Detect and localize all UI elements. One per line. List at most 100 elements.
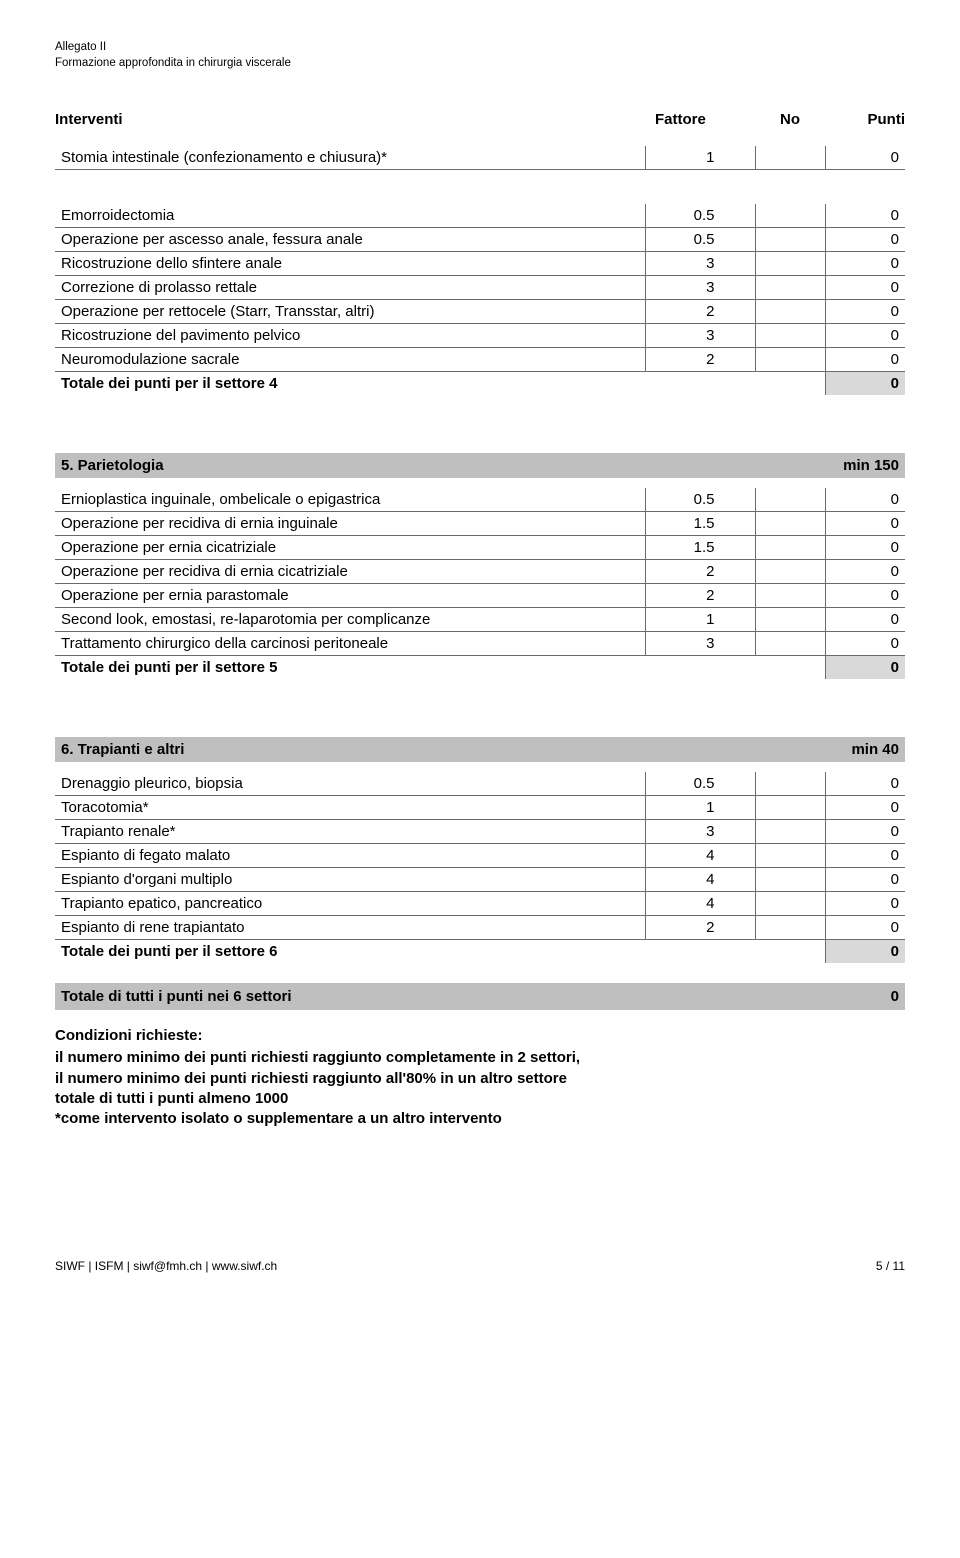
row-fattore: 0.5 (645, 488, 755, 512)
col-interventi: Interventi (55, 111, 655, 128)
row-punti: 0 (825, 228, 905, 252)
section5-min: min 150 (765, 453, 905, 478)
row-label: Operazione per recidiva di ernia inguina… (55, 512, 645, 536)
row-no (755, 892, 825, 916)
row-fattore: 2 (645, 560, 755, 584)
row-punti: 0 (825, 488, 905, 512)
row-fattore: 1.5 (645, 536, 755, 560)
row-no (755, 228, 825, 252)
row-no (755, 276, 825, 300)
condition-line: il numero minimo dei punti richiesti rag… (55, 1069, 905, 1089)
footer-left: SIWF | ISFM | siwf@fmh.ch | www.siwf.ch (55, 1259, 277, 1273)
table-row: Operazione per ascesso anale, fessura an… (55, 228, 905, 252)
grand-total-value: 0 (825, 983, 905, 1010)
conditions-title: Condizioni richieste: (55, 1026, 905, 1046)
row-fattore: 0.5 (645, 772, 755, 796)
row-label: Neuromodulazione sacrale (55, 348, 645, 372)
row-punti: 0 (825, 632, 905, 656)
row-fattore: 3 (645, 252, 755, 276)
table-row: Trapianto renale*30 (55, 820, 905, 844)
row-label: Operazione per recidiva di ernia cicatri… (55, 560, 645, 584)
row-fattore: 0.5 (645, 228, 755, 252)
row-label: Ernioplastica inguinale, ombelicale o ep… (55, 488, 645, 512)
row-no (755, 560, 825, 584)
row-fattore: 3 (645, 276, 755, 300)
row-label: Espianto di rene trapiantato (55, 916, 645, 940)
total-row: Totale dei punti per il settore 6 0 (55, 940, 905, 964)
table-settore4: Emorroidectomia0.50Operazione per ascess… (55, 204, 905, 395)
row-fattore: 1 (645, 146, 755, 170)
row-label: Correzione di prolasso rettale (55, 276, 645, 300)
row-label: Operazione per ascesso anale, fessura an… (55, 228, 645, 252)
footer-right: 5 / 11 (876, 1259, 905, 1273)
table-row: Trapianto epatico, pancreatico40 (55, 892, 905, 916)
table-row: Emorroidectomia0.50 (55, 204, 905, 228)
row-fattore: 1 (645, 796, 755, 820)
table-row: Toracotomia*10 (55, 796, 905, 820)
total-value: 0 (825, 372, 905, 396)
table-pre: Stomia intestinale (confezionamento e ch… (55, 146, 905, 170)
row-fattore: 0.5 (645, 204, 755, 228)
table-row: Espianto di rene trapiantato2 0 (55, 916, 905, 940)
row-no (755, 820, 825, 844)
row-punti: 0 (825, 300, 905, 324)
row-fattore: 2 (645, 348, 755, 372)
row-punti: 0 (825, 584, 905, 608)
row-punti: 0 (825, 820, 905, 844)
row-label: Second look, emostasi, re-laparotomia pe… (55, 608, 645, 632)
condition-line: totale di tutti i punti almeno 1000 (55, 1089, 905, 1109)
total-label: Totale dei punti per il settore 5 (55, 656, 825, 680)
row-punti: 0 (825, 512, 905, 536)
grand-total-label: Totale di tutti i punti nei 6 settori (55, 983, 825, 1010)
row-label: Operazione per ernia parastomale (55, 584, 645, 608)
row-label: Operazione per ernia cicatriziale (55, 536, 645, 560)
row-fattore: 2 (645, 584, 755, 608)
table-row: Espianto di fegato malato40 (55, 844, 905, 868)
row-punti: 0 (825, 608, 905, 632)
row-no (755, 868, 825, 892)
table-row: Second look, emostasi, re-laparotomia pe… (55, 608, 905, 632)
total-label: Totale dei punti per il settore 6 (55, 940, 825, 964)
table-row: Operazione per ernia cicatriziale1.50 (55, 536, 905, 560)
row-no (755, 844, 825, 868)
row-no (755, 536, 825, 560)
row-fattore: 4 (645, 844, 755, 868)
row-no (755, 488, 825, 512)
row-punti: 0 (825, 252, 905, 276)
row-label: Operazione per rettocele (Starr, Transst… (55, 300, 645, 324)
table-row: Ricostruzione del pavimento pelvico30 (55, 324, 905, 348)
row-no (755, 796, 825, 820)
row-punti: 0 (825, 916, 905, 940)
doc-header: Allegato II Formazione approfondita in c… (55, 40, 905, 71)
conditions-block: Condizioni richieste: il numero minimo d… (55, 1026, 905, 1129)
table-row: Operazione per rettocele (Starr, Transst… (55, 300, 905, 324)
row-label: Trattamento chirurgico della carcinosi p… (55, 632, 645, 656)
row-fattore: 4 (645, 868, 755, 892)
row-fattore: 1 (645, 608, 755, 632)
row-punti: 0 (825, 348, 905, 372)
row-punti: 0 (825, 560, 905, 584)
row-punti: 0 (825, 146, 905, 170)
page-footer: SIWF | ISFM | siwf@fmh.ch | www.siwf.ch … (55, 1259, 905, 1273)
row-punti: 0 (825, 868, 905, 892)
row-label: Trapianto renale* (55, 820, 645, 844)
row-punti: 0 (825, 796, 905, 820)
section6-min: min 40 (765, 737, 905, 762)
row-punti: 0 (825, 772, 905, 796)
section5-title: 5. Parietologia (55, 453, 765, 478)
row-no (755, 204, 825, 228)
row-fattore: 3 (645, 632, 755, 656)
header-line2: Formazione approfondita in chirurgia vis… (55, 56, 905, 72)
col-no: No (755, 111, 825, 128)
row-fattore: 3 (645, 324, 755, 348)
row-label: Ricostruzione del pavimento pelvico (55, 324, 645, 348)
row-label: Stomia intestinale (confezionamento e ch… (55, 146, 645, 170)
row-fattore: 2 (645, 916, 755, 940)
table-settore6: Drenaggio pleurico, biopsia0.50Toracotom… (55, 772, 905, 963)
total-value: 0 (825, 656, 905, 680)
table-settore5: Ernioplastica inguinale, ombelicale o ep… (55, 488, 905, 679)
row-punti: 0 (825, 892, 905, 916)
row-no (755, 348, 825, 372)
section-header-5: 5. Parietologia min 150 (55, 453, 905, 478)
row-punti: 0 (825, 844, 905, 868)
